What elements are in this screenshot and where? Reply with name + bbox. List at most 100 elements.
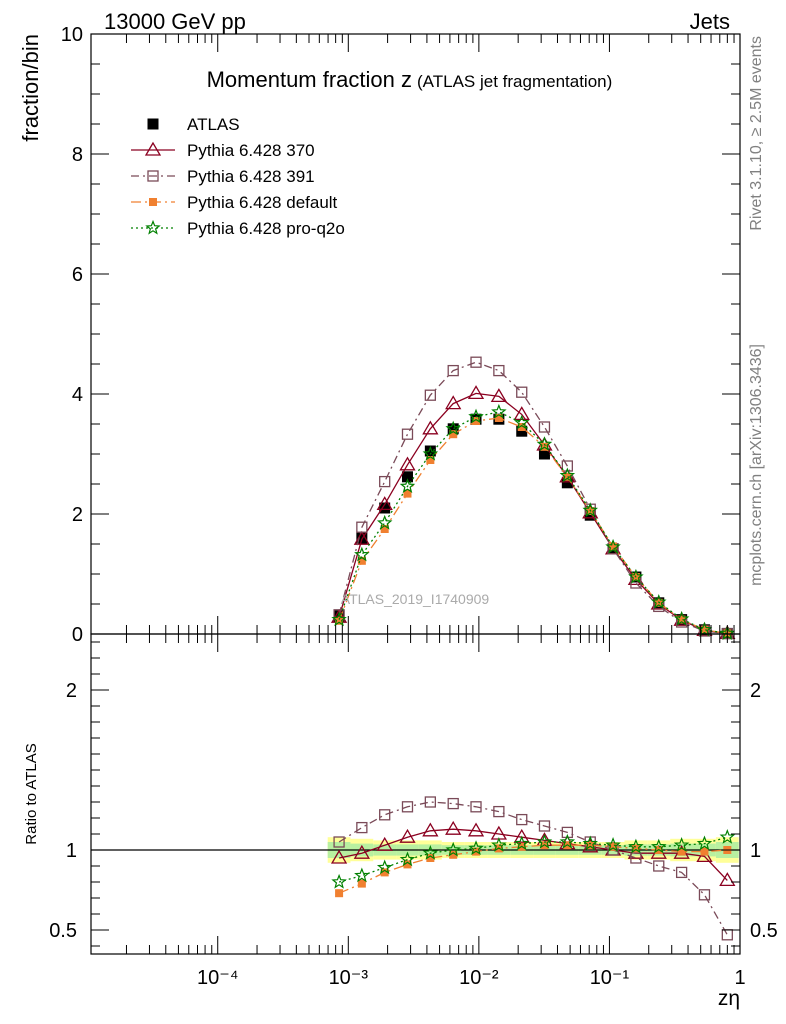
data-point xyxy=(379,502,391,514)
ratio-point xyxy=(651,838,667,854)
ratio-point xyxy=(493,805,505,818)
data-point xyxy=(536,436,553,452)
data-point xyxy=(538,421,551,433)
data-point xyxy=(379,475,391,488)
data-point xyxy=(490,388,508,403)
ratio-point xyxy=(631,844,640,853)
legend-entry: ATLAS xyxy=(147,115,240,134)
ratio-point xyxy=(333,836,345,848)
ratio-point xyxy=(605,837,621,852)
ratio-point xyxy=(719,872,736,887)
data-point xyxy=(376,514,393,530)
legend-label: Pythia 6.428 default xyxy=(187,193,338,212)
x-tick-label: 10⁻³ xyxy=(329,967,369,989)
data-point xyxy=(468,408,484,424)
data-point xyxy=(353,530,370,545)
data-point xyxy=(422,445,439,461)
y-tick-label: 2 xyxy=(72,504,83,526)
ratio-point xyxy=(422,845,439,860)
ratio-point xyxy=(696,835,713,851)
x-tick-label: 10⁻¹ xyxy=(590,967,630,989)
legend-marker xyxy=(145,219,161,235)
y-tick-label: 10 xyxy=(61,24,83,46)
ratio-point xyxy=(673,837,690,852)
ratio-point xyxy=(630,852,642,864)
ratio-point xyxy=(357,879,366,888)
data-point xyxy=(445,395,462,410)
data-point xyxy=(538,448,550,460)
ratio-point xyxy=(380,868,389,877)
ratio-point xyxy=(331,873,347,889)
ratio-point xyxy=(449,850,458,859)
ratio-point xyxy=(536,833,553,849)
legend-entry: Pythia 6.428 370 xyxy=(131,141,315,160)
ratio-y-tick-label-right: 0.5 xyxy=(750,920,778,942)
data-point xyxy=(559,467,576,483)
data-point xyxy=(472,417,481,425)
ratio-point xyxy=(698,889,711,901)
ratio-point xyxy=(403,860,412,869)
ratio-point xyxy=(700,847,709,856)
legend-entry: Pythia 6.428 default xyxy=(131,193,338,212)
ratio-point xyxy=(353,844,370,859)
ratio-point xyxy=(399,851,416,867)
ratio-point xyxy=(422,822,439,837)
data-point xyxy=(494,414,503,422)
header-left: 13000 GeV pp xyxy=(104,9,246,34)
ratio-point xyxy=(376,859,393,875)
data-point xyxy=(673,610,690,626)
ratio-line xyxy=(338,844,728,894)
data-point xyxy=(399,456,416,471)
data-point xyxy=(700,625,709,634)
ratio-point xyxy=(538,820,551,832)
data-point xyxy=(401,428,414,440)
data-point xyxy=(561,477,573,489)
data-point xyxy=(609,542,618,551)
ratio-point xyxy=(399,828,416,843)
ratio-point xyxy=(470,801,482,813)
data-point xyxy=(651,594,667,609)
legend-label: ATLAS xyxy=(187,115,240,134)
ratio-point xyxy=(609,842,618,851)
y-tick-label: 0 xyxy=(72,624,83,646)
ratio-y-tick-label-right: 1 xyxy=(750,840,761,862)
data-point xyxy=(516,425,528,437)
ratio-y-tick-label-right: 2 xyxy=(750,680,761,702)
legend-label: Pythia 6.428 391 xyxy=(187,167,315,186)
data-point xyxy=(399,478,416,494)
ratio-point xyxy=(445,820,462,835)
ratio-y-tick-label: 0.5 xyxy=(49,920,77,942)
ratio-line xyxy=(338,801,728,936)
ratio-point xyxy=(559,833,576,849)
legend-marker xyxy=(149,198,157,206)
data-point xyxy=(677,615,686,624)
ratio-point xyxy=(628,838,644,854)
data-point xyxy=(513,414,530,430)
y-tick-label: 8 xyxy=(72,144,83,166)
y-tick-label: 6 xyxy=(72,264,83,286)
data-point xyxy=(401,471,413,483)
legend-label: Pythia 6.428 370 xyxy=(187,141,315,160)
ratio-point xyxy=(721,929,733,941)
data-point xyxy=(696,621,713,637)
data-point xyxy=(470,356,482,368)
ratio-series-3 xyxy=(331,829,736,889)
ratio-point xyxy=(376,836,393,851)
data-point xyxy=(357,556,366,565)
ratio-point xyxy=(467,822,485,837)
legend-marker xyxy=(147,170,159,182)
data-point xyxy=(467,385,485,400)
main-ylabel: fraction/bin xyxy=(18,34,43,142)
data-point xyxy=(561,460,573,472)
ratio-point xyxy=(677,847,686,856)
data-point xyxy=(584,509,596,521)
ratio-point xyxy=(379,809,391,821)
mcplots-label: mcplots.cern.ch [arXiv:1306.3436] xyxy=(748,344,765,586)
data-point xyxy=(516,386,528,398)
ratio-point xyxy=(513,828,530,843)
data-point xyxy=(376,496,393,511)
data-point xyxy=(628,568,644,584)
header-right: Jets xyxy=(690,9,730,34)
ratio-point xyxy=(424,796,436,808)
